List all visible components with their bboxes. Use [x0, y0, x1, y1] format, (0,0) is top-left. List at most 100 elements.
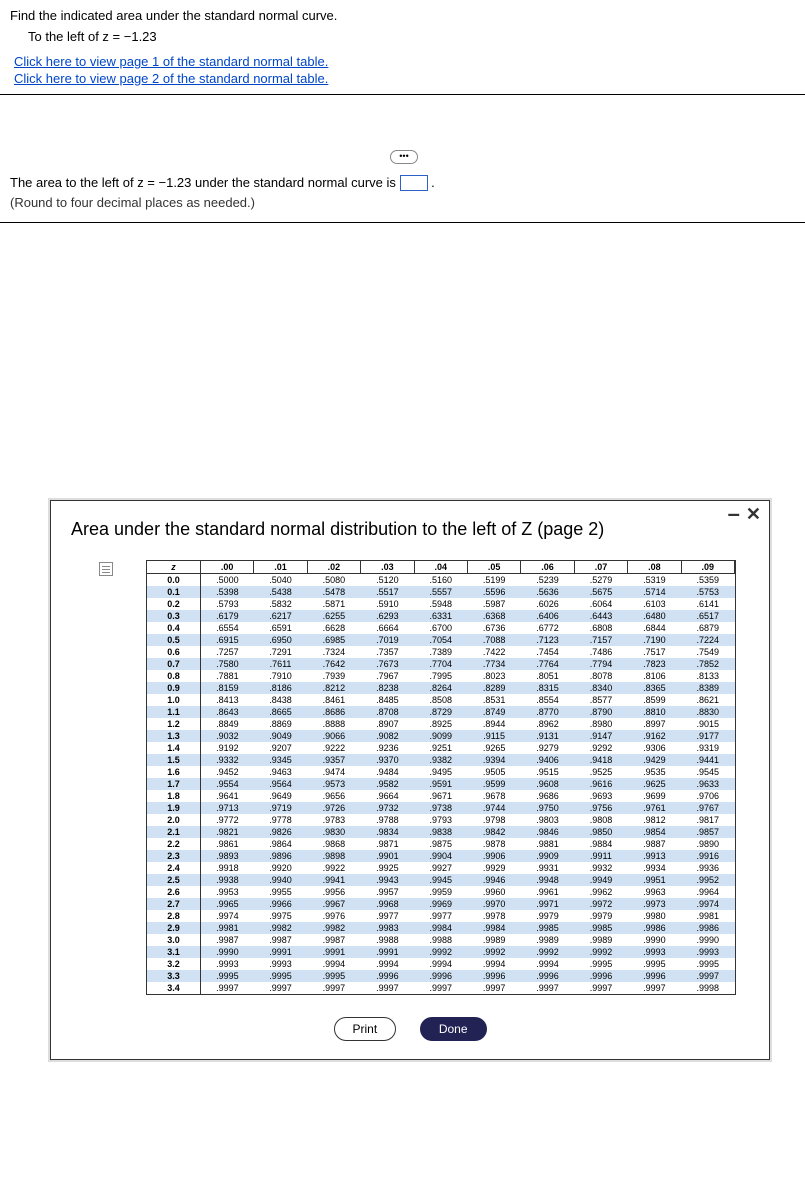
cell: .6879: [681, 622, 734, 634]
cell: .5120: [361, 574, 414, 587]
col-header: .01: [254, 561, 307, 574]
cell: .9909: [521, 850, 574, 862]
cell: .9990: [200, 946, 253, 958]
cell: .8365: [628, 682, 681, 694]
more-icon[interactable]: •••: [390, 150, 418, 164]
cell: .5199: [467, 574, 520, 587]
cell: .9115: [467, 730, 520, 742]
cell: .5675: [574, 586, 627, 598]
cell: .6480: [628, 610, 681, 622]
link-table-page-1[interactable]: Click here to view page 1 of the standar…: [10, 54, 795, 71]
cell: .7852: [681, 658, 734, 670]
cell: .9951: [628, 874, 681, 886]
cell: .9878: [467, 838, 520, 850]
cell: .9929: [467, 862, 520, 874]
cell: .6915: [200, 634, 253, 646]
cell: .9931: [521, 862, 574, 874]
cell: .9918: [200, 862, 253, 874]
cell: .7580: [200, 658, 253, 670]
table-row: 1.3.9032.9049.9066.9082.9099.9115.9131.9…: [147, 730, 735, 742]
cell: .6255: [307, 610, 360, 622]
cell: .9573: [307, 778, 360, 790]
answer-input[interactable]: [400, 175, 428, 191]
cell: .9798: [467, 814, 520, 826]
cell: .9842: [467, 826, 520, 838]
cell: .7486: [574, 646, 627, 658]
cell: .9922: [307, 862, 360, 874]
cell: .7881: [200, 670, 253, 682]
cell: .7054: [414, 634, 467, 646]
table-row: 2.6.9953.9955.9956.9957.9959.9960.9961.9…: [147, 886, 735, 898]
question-header: Find the indicated area under the standa…: [0, 0, 805, 92]
row-header: 1.8: [147, 790, 200, 802]
col-header: .07: [574, 561, 627, 574]
page-list-icon[interactable]: [99, 562, 113, 576]
cell: .9948: [521, 874, 574, 886]
cell: .9032: [200, 730, 253, 742]
table-row: 3.0.9987.9987.9987.9988.9988.9989.9989.9…: [147, 934, 735, 946]
table-row: 1.8.9641.9649.9656.9664.9671.9678.9686.9…: [147, 790, 735, 802]
cell: .9893: [200, 850, 253, 862]
cell: .9991: [254, 946, 307, 958]
row-header: 0.2: [147, 598, 200, 610]
cell: .7995: [414, 670, 467, 682]
row-header: 0.8: [147, 670, 200, 682]
cell: .5793: [200, 598, 253, 610]
cell: .9382: [414, 754, 467, 766]
cell: .5279: [574, 574, 627, 587]
cell: .7257: [200, 646, 253, 658]
cell: .9957: [361, 886, 414, 898]
cell: .9995: [254, 970, 307, 982]
cell: .7939: [307, 670, 360, 682]
cell: .6406: [521, 610, 574, 622]
row-header: 1.3: [147, 730, 200, 742]
cell: .9706: [681, 790, 734, 802]
cell: .9834: [361, 826, 414, 838]
cell: .9994: [414, 958, 467, 970]
cell: .5359: [681, 574, 734, 587]
cell: .9686: [521, 790, 574, 802]
cell: .9979: [574, 910, 627, 922]
cell: .9997: [254, 982, 307, 994]
cell: .9990: [681, 934, 734, 946]
cell: .9808: [574, 814, 627, 826]
table-row: 2.8.9974.9975.9976.9977.9977.9978.9979.9…: [147, 910, 735, 922]
cell: .9887: [628, 838, 681, 850]
cell: .9920: [254, 862, 307, 874]
cell: .9251: [414, 742, 467, 754]
cell: .6331: [414, 610, 467, 622]
cell: .8907: [361, 718, 414, 730]
cell: .9535: [628, 766, 681, 778]
cell: .9406: [521, 754, 574, 766]
cell: .9987: [307, 934, 360, 946]
cell: .9995: [200, 970, 253, 982]
cell: .9997: [467, 982, 520, 994]
cell: .5080: [307, 574, 360, 587]
done-button[interactable]: Done: [420, 1017, 487, 1041]
cell: .9979: [521, 910, 574, 922]
cell: .9545: [681, 766, 734, 778]
cell: .9719: [254, 802, 307, 814]
cell: .6293: [361, 610, 414, 622]
cell: .9699: [628, 790, 681, 802]
cell: .8665: [254, 706, 307, 718]
link-table-page-2[interactable]: Click here to view page 2 of the standar…: [10, 71, 795, 88]
cell: .9998: [681, 982, 734, 994]
cell: .5636: [521, 586, 574, 598]
cell: .9991: [361, 946, 414, 958]
row-header: 3.3: [147, 970, 200, 982]
cell: .9463: [254, 766, 307, 778]
cell: .9744: [467, 802, 520, 814]
cell: .7291: [254, 646, 307, 658]
cell: .9871: [361, 838, 414, 850]
cell: .8264: [414, 682, 467, 694]
print-button[interactable]: Print: [334, 1017, 397, 1041]
table-row: 1.9.9713.9719.9726.9732.9738.9744.9750.9…: [147, 802, 735, 814]
cell: .9984: [414, 922, 467, 934]
cell: .9868: [307, 838, 360, 850]
modal-title: Area under the standard normal distribut…: [71, 519, 749, 540]
cell: .9965: [200, 898, 253, 910]
row-header: 1.0: [147, 694, 200, 706]
row-header: 0.0: [147, 574, 200, 587]
cell: .8810: [628, 706, 681, 718]
